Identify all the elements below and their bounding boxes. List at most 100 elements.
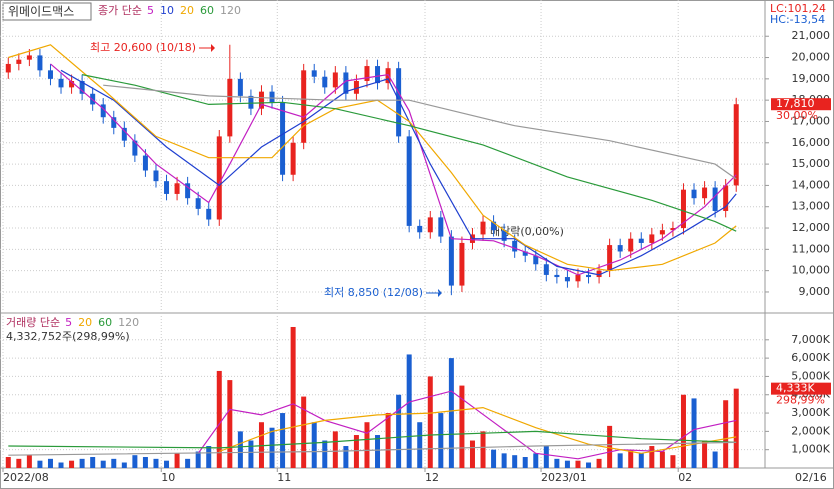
candle-body	[58, 78, 64, 88]
legend-label: 거래량 단순	[6, 316, 60, 329]
volume-bar	[438, 413, 444, 468]
y-tick-label: 21,000	[792, 29, 831, 42]
candle-body	[554, 274, 560, 278]
volume-bar	[227, 380, 233, 468]
candle-body	[290, 142, 296, 175]
y-tick-label: 16,000	[792, 136, 831, 149]
volume-bar	[512, 455, 518, 468]
candle-body	[501, 230, 507, 241]
title-box	[2, 2, 92, 21]
volume-bar	[364, 422, 370, 468]
candle-body	[543, 264, 549, 275]
volume-bar	[680, 394, 686, 468]
candle-body	[132, 140, 138, 156]
volume-bar	[501, 453, 507, 468]
volume-bar	[733, 388, 739, 468]
volume-bar	[111, 458, 117, 468]
candle-body	[670, 228, 676, 231]
volume-bar	[16, 458, 22, 468]
volume-bar	[5, 457, 11, 468]
low-annotation: 최저 8,850 (12/08)	[324, 286, 423, 299]
volume-bar	[322, 440, 328, 468]
volume-bar	[26, 455, 32, 468]
legend-entry: 20	[78, 316, 92, 329]
volume-bar	[723, 400, 729, 468]
volume-bar	[280, 413, 286, 468]
candle-body	[702, 187, 708, 199]
volume-bar	[533, 453, 539, 468]
candle-body	[79, 80, 85, 94]
volume-bar	[375, 435, 381, 468]
volume-bar	[480, 431, 486, 468]
y-tick-label: 3,000K	[791, 406, 830, 419]
last-date: 02/16	[795, 471, 827, 484]
legend-entry: 5	[65, 316, 72, 329]
volume-bar	[153, 458, 159, 468]
candle-body	[448, 236, 454, 286]
y-tick-label: 10,000	[792, 264, 831, 277]
volume-bar	[586, 462, 592, 468]
candle-body	[680, 189, 686, 229]
volume-bar	[79, 458, 85, 468]
volume-bar	[575, 460, 581, 468]
volume-bar	[47, 458, 53, 468]
candle-body	[406, 136, 412, 226]
volume-bar	[628, 449, 634, 468]
volume-bar	[353, 435, 359, 468]
candle-body	[332, 72, 338, 88]
candle-body	[649, 234, 655, 243]
low-arrow-head	[438, 289, 442, 297]
x-tick-label: 02	[678, 471, 692, 484]
volume-bar	[301, 396, 307, 468]
volume-bar	[90, 457, 96, 468]
y-tick-label: 9,000	[799, 285, 831, 298]
volume-bar	[670, 455, 676, 468]
candle-body	[322, 76, 328, 88]
candle-body	[174, 183, 180, 194]
candle-body	[427, 217, 433, 233]
candle-body	[37, 55, 43, 71]
change-label: 30,00%	[776, 109, 818, 122]
candle-body	[216, 136, 222, 220]
volume-bar	[185, 458, 191, 468]
x-tick-label: 10	[161, 471, 175, 484]
moving-average	[60, 69, 737, 276]
legend-entry: 10	[160, 4, 174, 17]
legend-entry: 120	[118, 316, 139, 329]
volume-bar	[174, 453, 180, 468]
last-value-box	[771, 98, 831, 111]
moving-average	[8, 441, 737, 456]
volume-bar	[543, 446, 549, 468]
candle-body	[607, 245, 613, 271]
candle-body	[237, 78, 243, 96]
volume-bar	[406, 354, 412, 468]
volume-bar	[564, 460, 570, 468]
volume-bar	[649, 446, 655, 468]
candle-body	[258, 91, 264, 109]
candle-body	[269, 91, 275, 103]
y-tick-label: 17,000	[792, 114, 831, 127]
x-tick-label: 2023/01	[541, 471, 587, 484]
volume-bar	[142, 457, 148, 468]
legend-entry: 60	[98, 316, 112, 329]
volume-bar	[206, 446, 212, 468]
legend-entry: 5	[147, 4, 154, 17]
y-tick-label: 6,000K	[791, 351, 830, 364]
candle-body	[185, 183, 191, 199]
y-tick-label: 12,000	[792, 221, 831, 234]
legend-label: 종가 단순	[98, 4, 142, 17]
hc-label: HC:-13,54	[770, 13, 825, 26]
candle-body	[596, 270, 602, 278]
candle-body	[343, 72, 349, 94]
candle-body	[111, 117, 117, 128]
last-value-label: 4,333K	[776, 382, 815, 395]
volume-bar	[332, 431, 338, 468]
volume-info: 4,332,752주(298,99%)	[6, 330, 130, 343]
legend-entry: 120	[220, 4, 241, 17]
candle-body	[586, 274, 592, 278]
candle-body	[659, 230, 665, 235]
candle-body	[142, 155, 148, 171]
last-value-box	[771, 382, 831, 395]
candle-body	[417, 225, 423, 233]
